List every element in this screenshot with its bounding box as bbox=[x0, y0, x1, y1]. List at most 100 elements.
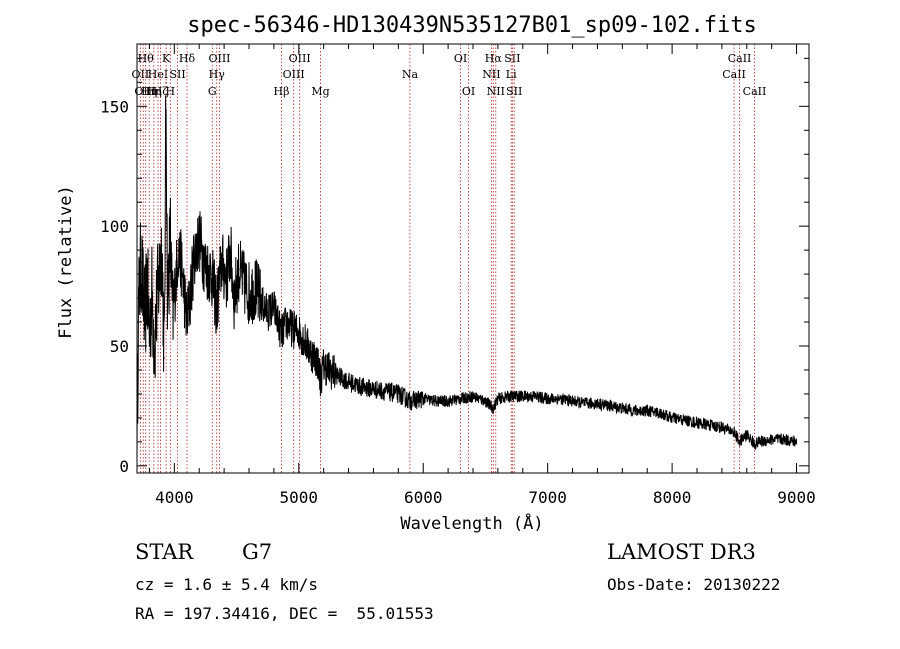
x-tick-label: 7000 bbox=[528, 488, 567, 507]
line-marker-label-5: HeI bbox=[148, 68, 168, 81]
line-marker-label-20: OI bbox=[462, 85, 475, 98]
flux-point-52 bbox=[372, 388, 375, 390]
flux-point-5 bbox=[144, 316, 146, 318]
flux-point-14 bbox=[165, 81, 167, 83]
x-tick-label: 4000 bbox=[155, 488, 194, 507]
x-tick-label: 9000 bbox=[777, 488, 816, 507]
flux-point-40 bbox=[285, 321, 287, 323]
flux-point-48 bbox=[329, 369, 331, 371]
line-marker-label-7: K bbox=[162, 52, 171, 65]
flux-series bbox=[136, 81, 798, 464]
x-axis-label: Wavelength (Å) bbox=[400, 512, 543, 534]
line-marker-label-22: Hα bbox=[485, 52, 503, 65]
flux-point-19 bbox=[177, 249, 179, 251]
line-marker-label-19: OI bbox=[454, 52, 467, 65]
flux-point-66 bbox=[534, 395, 536, 397]
flux-point-82 bbox=[733, 431, 735, 433]
flux-point-77 bbox=[671, 417, 673, 419]
flux-point-25 bbox=[204, 266, 207, 268]
coordinates: RA = 197.34416, DEC = 55.01553 bbox=[135, 604, 434, 623]
flux-point-18 bbox=[173, 297, 175, 299]
line-marker-label-12: Hγ bbox=[209, 68, 226, 81]
flux-point-85 bbox=[753, 443, 756, 445]
flux-point-42 bbox=[298, 330, 300, 333]
flux-point-65 bbox=[522, 395, 524, 397]
flux-point-17 bbox=[171, 316, 174, 318]
line-marker-label-24: Li bbox=[506, 68, 517, 81]
flux-point-74 bbox=[634, 410, 636, 412]
flux-point-16 bbox=[169, 237, 171, 239]
flux-point-69 bbox=[571, 400, 574, 402]
flux-point-79 bbox=[696, 422, 698, 424]
flux-point-58 bbox=[447, 400, 449, 402]
y-tick-label: 0 bbox=[119, 457, 129, 476]
line-marker-label-6: Hζ bbox=[153, 85, 169, 98]
chart-title: spec-56346-HD130439N535127B01_sp09-102.f… bbox=[187, 13, 757, 38]
flux-point-15 bbox=[166, 297, 169, 299]
line-marker-label-14: Hβ bbox=[274, 85, 290, 98]
flux-point-81 bbox=[721, 426, 723, 429]
flux-point-80 bbox=[708, 424, 711, 426]
flux-point-76 bbox=[659, 412, 661, 414]
line-marker-label-17: Mg bbox=[311, 85, 329, 98]
flux-point-56 bbox=[422, 398, 424, 400]
object-class: STAR bbox=[135, 540, 194, 564]
flux-line bbox=[136, 95, 798, 464]
x-tick-label: 6000 bbox=[404, 488, 443, 507]
line-marker-label-16: OIII bbox=[289, 52, 311, 65]
line-marker-label-0: OII bbox=[132, 68, 150, 81]
flux-point-29 bbox=[226, 278, 228, 280]
line-marker-label-28: CaII bbox=[728, 52, 752, 65]
line-marker-label-2: Hθ bbox=[138, 52, 155, 65]
flux-point-68 bbox=[559, 398, 561, 400]
flux-point-86 bbox=[758, 441, 760, 443]
flux-point-64 bbox=[509, 395, 511, 397]
flux-point-43 bbox=[304, 340, 306, 342]
flux-point-24 bbox=[198, 237, 200, 239]
line-marker-label-1: OII bbox=[134, 85, 152, 98]
flux-point-83 bbox=[738, 441, 741, 443]
flux-point-36 bbox=[260, 302, 263, 304]
line-marker-label-25: SII bbox=[504, 52, 520, 65]
flux-point-75 bbox=[646, 410, 648, 412]
flux-point-27 bbox=[216, 307, 218, 309]
flux-point-47 bbox=[323, 364, 325, 366]
flux-point-72 bbox=[609, 405, 611, 407]
flux-point-88 bbox=[783, 438, 785, 441]
flux-point-31 bbox=[233, 297, 235, 299]
flux-point-11 bbox=[158, 273, 160, 275]
flux-point-59 bbox=[459, 398, 462, 400]
plot-frame bbox=[136, 43, 810, 474]
line-marker-label-13: OIII bbox=[208, 52, 230, 65]
flux-point-4 bbox=[142, 297, 144, 299]
flux-point-32 bbox=[238, 268, 240, 270]
flux-point-9 bbox=[153, 345, 156, 347]
flux-point-89 bbox=[795, 441, 798, 443]
object-subclass: G7 bbox=[242, 540, 273, 564]
flux-point-38 bbox=[273, 307, 275, 309]
flux-point-13 bbox=[163, 357, 165, 359]
flux-point-71 bbox=[596, 402, 599, 405]
flux-point-7 bbox=[148, 333, 151, 335]
flux-point-84 bbox=[746, 434, 748, 436]
line-marker-label-4: Hη bbox=[146, 85, 162, 98]
flux-point-63 bbox=[497, 398, 499, 400]
survey-name: LAMOST DR3 bbox=[607, 540, 756, 564]
flux-point-50 bbox=[347, 381, 350, 383]
flux-point-23 bbox=[193, 254, 195, 256]
flux-point-70 bbox=[584, 402, 586, 405]
flux-point-51 bbox=[360, 386, 362, 388]
line-marker-label-9: SII bbox=[169, 68, 185, 81]
flux-point-53 bbox=[385, 390, 387, 393]
redshift-velocity: cz = 1.6 ± 5.4 km/s bbox=[135, 575, 319, 594]
flux-point-21 bbox=[186, 321, 188, 323]
flux-point-26 bbox=[211, 273, 213, 275]
flux-point-67 bbox=[547, 398, 549, 400]
flux-point-10 bbox=[156, 302, 158, 304]
line-marker-label-10: Hδ bbox=[179, 52, 196, 65]
flux-point-60 bbox=[472, 395, 474, 397]
flux-point-57 bbox=[435, 400, 437, 402]
flux-point-46 bbox=[319, 378, 322, 381]
flux-point-41 bbox=[291, 328, 294, 330]
flux-point-44 bbox=[310, 352, 312, 354]
